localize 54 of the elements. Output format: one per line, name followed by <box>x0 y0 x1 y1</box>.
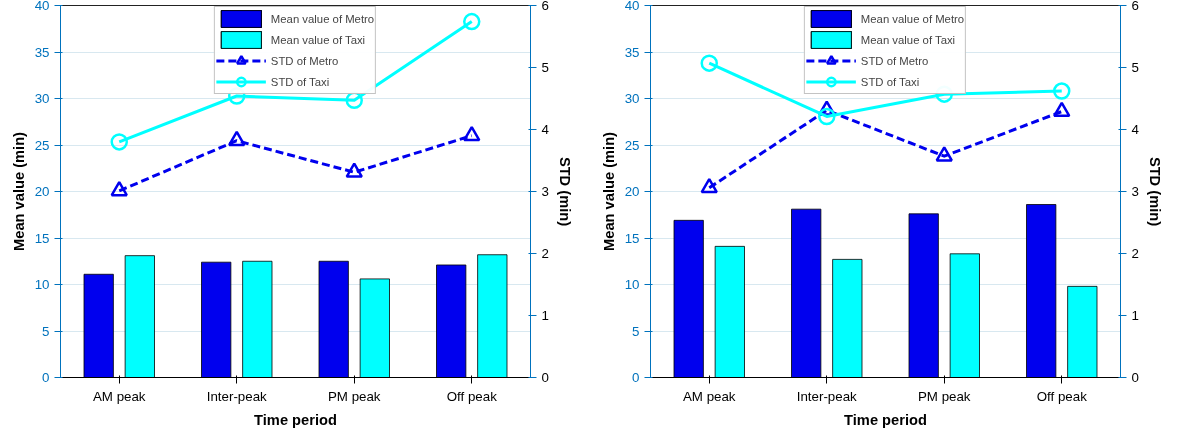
x-tick-label: Inter-peak <box>206 388 268 404</box>
legend-label: Mean value of Metro <box>860 12 965 25</box>
y-tick-label: 25 <box>34 137 50 153</box>
y2-tick-label: 0 <box>1131 370 1139 385</box>
x-tick-label: PM peak <box>917 388 971 404</box>
y-tick-label: 30 <box>34 91 50 106</box>
y-axis-title: Mean value (min) <box>10 131 27 251</box>
y-tick-label: 25 <box>624 137 640 153</box>
y2-tick-label: 5 <box>541 60 549 75</box>
x-tick-label: Off peak <box>1036 388 1088 404</box>
y2-tick-label: 5 <box>1131 60 1139 75</box>
y2-tick-label: 0 <box>541 370 549 385</box>
x-tick-label: PM peak <box>327 388 381 404</box>
y2-tick-label: 1 <box>541 308 549 323</box>
y2-axis-title: STD (min) <box>556 156 573 227</box>
x-tick-label: Inter-peak <box>796 388 858 404</box>
y-tick-label: 15 <box>624 230 640 246</box>
legend-label: STD of Metro <box>270 54 339 67</box>
y-tick-label: 20 <box>624 184 640 199</box>
y2-tick-label: 2 <box>1131 246 1139 261</box>
y-tick-label: 20 <box>34 184 50 199</box>
x-axis-title: Time period <box>844 411 927 428</box>
y2-tick-label: 4 <box>1131 122 1140 137</box>
y-tick-label: 40 <box>34 0 50 13</box>
y2-tick-label: 6 <box>541 0 549 13</box>
y2-tick-label: 6 <box>1131 0 1139 13</box>
legend-label: Mean value of Metro <box>270 12 375 25</box>
legend-label: STD of Taxi <box>270 75 330 88</box>
legend-label: Mean value of Taxi <box>270 33 366 46</box>
y-tick-label: 10 <box>624 277 640 292</box>
x-tick-label: AM peak <box>92 388 146 404</box>
y-tick-label: 0 <box>42 370 50 385</box>
y-tick-label: 5 <box>42 323 50 339</box>
y-tick-label: 10 <box>34 277 50 292</box>
y2-axis-title: STD (min) <box>1146 156 1163 227</box>
y-tick-label: 5 <box>632 323 640 339</box>
x-axis-title: Time period <box>254 411 337 428</box>
x-tick-label: Off peak <box>446 388 498 404</box>
y2-tick-label: 2 <box>541 246 549 261</box>
y2-tick-label: 4 <box>541 122 550 137</box>
y-tick-label: 35 <box>34 44 50 60</box>
y-tick-label: 30 <box>624 91 640 106</box>
y-tick-label: 0 <box>632 370 640 385</box>
y-tick-label: 35 <box>624 44 640 60</box>
y-tick-label: 40 <box>624 0 640 13</box>
y2-tick-label: 1 <box>1131 308 1139 323</box>
y-tick-label: 15 <box>34 230 50 246</box>
legend-label: STD of Taxi <box>860 75 920 88</box>
y2-tick-label: 3 <box>1131 184 1139 199</box>
x-tick-label: AM peak <box>682 388 736 404</box>
y-axis-title: Mean value (min) <box>600 131 617 251</box>
legend-label: Mean value of Taxi <box>860 33 956 46</box>
legend-label: STD of Metro <box>860 54 929 67</box>
y2-tick-label: 3 <box>541 184 549 199</box>
